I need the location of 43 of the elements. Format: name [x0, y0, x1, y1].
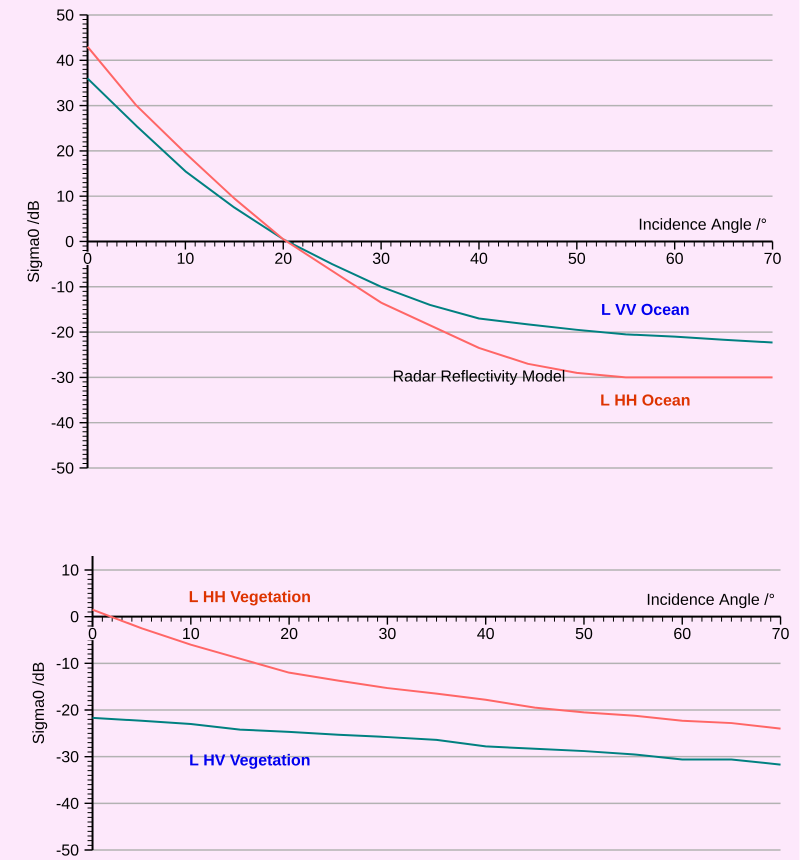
y-tick-label: 0	[71, 611, 79, 622]
y-axis-title: Sigma0 /dB	[32, 662, 48, 744]
series-label: L HH Ocean	[601, 394, 690, 406]
y-tick-label: -30	[52, 372, 74, 384]
x-tick-label: 10	[178, 252, 194, 264]
y-tick-label: -10	[56, 658, 79, 669]
series-label: L HV Vegetation	[190, 754, 310, 769]
y-tick-label: -50	[52, 462, 74, 474]
y-axis-title: Sigma0 /dB	[28, 201, 42, 282]
y-tick-label: 40	[56, 54, 74, 66]
x-tick-label: 0	[84, 252, 92, 264]
x-tick-label: 60	[674, 628, 691, 640]
x-tick-label: 0	[88, 628, 97, 640]
y-tick-label: 10	[58, 190, 74, 202]
x-tick-label: 70	[764, 252, 782, 264]
y-tick-label: -10	[52, 281, 74, 292]
x-axis-title: Incidence Angle /°	[648, 593, 774, 608]
y-tick-label: 10	[62, 564, 79, 576]
series-label: L VV Ocean	[602, 304, 689, 316]
text: L HH Vegetation	[190, 590, 310, 606]
y-tick-label: -40	[56, 798, 79, 809]
y-tick-label: -50	[56, 844, 79, 856]
y-tick-label: -20	[52, 326, 74, 338]
x-tick-label: 50	[576, 628, 592, 640]
x-tick-label: 30	[373, 252, 390, 264]
y-tick-label: 30	[57, 100, 74, 112]
y-tick-label: -30	[56, 751, 79, 762]
x-tick-label: 60	[666, 252, 684, 264]
x-axis-title: Incidence Angle /°	[640, 218, 766, 233]
y-tick-label: -40	[52, 417, 74, 428]
y-tick-label: 0	[66, 236, 74, 248]
x-tick-label: 10	[183, 628, 200, 640]
y-tick-label: 20	[57, 145, 74, 157]
text: Radar Reflectivity Model	[394, 370, 564, 385]
y-tick-label: 50	[57, 9, 74, 21]
x-tick-label: 40	[477, 628, 494, 640]
x-tick-label: 50	[568, 252, 586, 264]
x-tick-label: 30	[379, 628, 396, 640]
x-tick-label: 70	[772, 628, 790, 640]
x-tick-label: 20	[275, 252, 292, 264]
x-tick-label: 40	[470, 252, 488, 264]
y-tick-label: -20	[56, 704, 79, 716]
x-tick-label: 20	[281, 628, 298, 640]
